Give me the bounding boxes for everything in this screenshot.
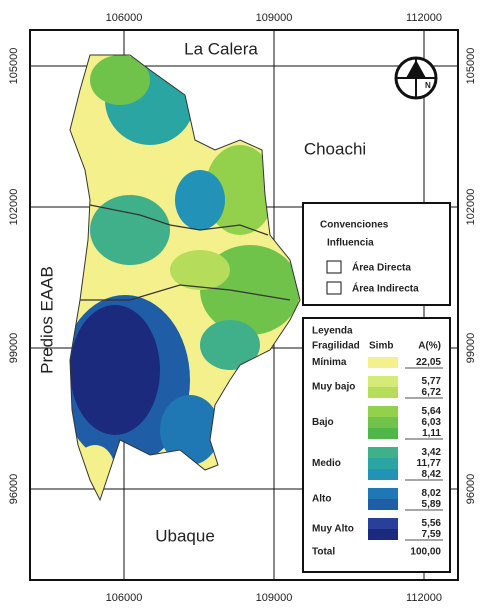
y-tick-label: 96000 xyxy=(8,474,20,505)
north-arrow: N xyxy=(394,56,438,100)
place-label: Predios EAAB xyxy=(37,266,56,374)
legend-row-label: Medio xyxy=(312,458,341,469)
legend-value: 1,11 xyxy=(422,428,441,439)
legend-swatch xyxy=(368,499,398,510)
y-tick-label: 105000 xyxy=(8,48,20,85)
convention-item: Área Directa xyxy=(352,261,411,274)
legend-swatch xyxy=(368,488,398,499)
area-boundary xyxy=(89,204,269,236)
legend-swatch xyxy=(368,447,398,458)
legend-total-label: Total xyxy=(312,547,335,558)
legend-value: 5,56 xyxy=(422,518,442,529)
convention-item: Área Indirecta xyxy=(352,282,419,295)
y-tick-label: 102000 xyxy=(465,189,477,226)
legend-value: 8,02 xyxy=(422,488,442,499)
legend-swatch xyxy=(368,458,398,469)
legend-swatch xyxy=(368,428,398,439)
legend-value: 22,05 xyxy=(416,357,441,368)
legend-swatch xyxy=(368,417,398,428)
legend-swatch xyxy=(368,518,398,529)
conventions-subtitle: Influencia xyxy=(327,238,374,249)
legend-value: 11,77 xyxy=(417,458,442,469)
legend-swatch xyxy=(368,387,398,398)
legend-header: Fragilidad xyxy=(312,341,360,352)
legend-swatch xyxy=(368,357,398,368)
y-tick-label: 96000 xyxy=(465,474,477,505)
y-tick-label: 105000 xyxy=(465,48,477,85)
legend-total: 100,00 xyxy=(410,547,441,558)
place-label: Ubaque xyxy=(155,526,215,545)
north-label: N xyxy=(425,81,431,90)
legend-value: 5,89 xyxy=(422,499,442,510)
legend-header: Simb xyxy=(369,341,393,352)
legend-row-label: Mínima xyxy=(312,357,347,368)
legend-header: A(%) xyxy=(418,341,441,352)
area-boundary xyxy=(69,54,301,502)
x-tick-label: 109000 xyxy=(256,592,293,604)
x-tick-label: 106000 xyxy=(106,12,143,24)
y-tick-label: 99000 xyxy=(465,333,477,364)
legend-swatch xyxy=(368,529,398,540)
legend-title: Leyenda xyxy=(312,326,353,337)
x-tick-label: 106000 xyxy=(106,592,143,604)
legend-row-label: Muy bajo xyxy=(312,382,355,393)
legend-value: 6,72 xyxy=(422,387,442,398)
legend-value: 5,64 xyxy=(422,406,442,417)
y-tick-label: 102000 xyxy=(8,189,20,226)
x-tick-label: 112000 xyxy=(406,12,442,24)
legend-row-label: Alto xyxy=(312,494,331,505)
legend-swatch xyxy=(368,376,398,387)
area-boundary xyxy=(80,284,291,301)
place-label: Choachi xyxy=(304,139,366,158)
legend-value: 6,03 xyxy=(422,417,442,428)
conventions-title: Convenciones xyxy=(320,220,389,231)
conventions-box: Convenciones Influencia Área Directa Áre… xyxy=(302,202,451,306)
legend-swatch xyxy=(368,406,398,417)
place-label: La Calera xyxy=(184,39,258,58)
legend-value: 8,42 xyxy=(422,469,442,480)
legend-row-label: Bajo xyxy=(312,417,334,428)
legend-swatch xyxy=(368,469,398,480)
legend-box: Leyenda Fragilidad Simb A(%) Mínima 22,05… xyxy=(302,317,451,573)
legend-value: 7,59 xyxy=(422,529,442,540)
x-tick-label: 112000 xyxy=(406,592,442,604)
legend-row-label: Muy Alto xyxy=(312,524,354,535)
legend-value: 3,42 xyxy=(422,447,442,458)
legend-value: 5,77 xyxy=(422,376,442,387)
y-tick-label: 99000 xyxy=(8,333,20,364)
x-tick-label: 109000 xyxy=(256,12,293,24)
